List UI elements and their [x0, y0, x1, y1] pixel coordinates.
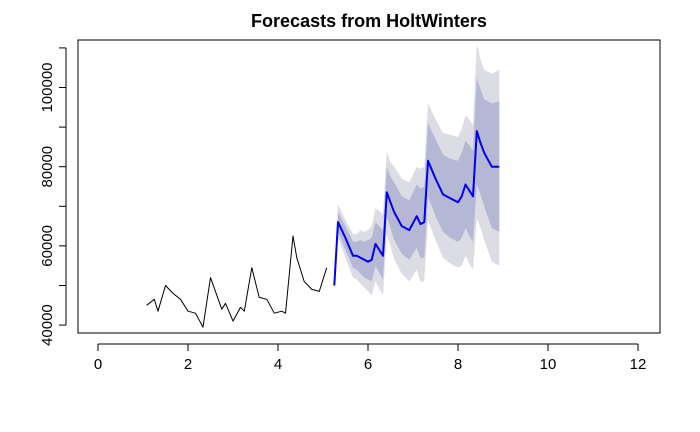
x-tick-label: 6 [364, 356, 372, 373]
y-tick-label: 100000 [39, 62, 56, 112]
observed-line [146, 235, 328, 328]
chart-title: Forecasts from HoltWinters [251, 11, 487, 31]
x-tick-label: 2 [184, 356, 192, 373]
forecast-line [333, 130, 500, 286]
plot-frame [77, 39, 661, 334]
series-lines [146, 130, 500, 328]
x-axis: 0 2 4 6 8 10 12 [94, 343, 647, 373]
y-tick-label: 80000 [39, 146, 56, 188]
x-tick-label: 8 [454, 356, 462, 373]
y-tick-label: 40000 [39, 304, 56, 346]
x-tick-label: 0 [94, 356, 102, 373]
x-tick-label: 10 [540, 356, 557, 373]
band-80 [334, 77, 500, 290]
y-tick-label: 60000 [39, 225, 56, 267]
prediction-intervals [334, 44, 500, 296]
x-tick-label: 4 [274, 356, 282, 373]
x-tick-label: 12 [630, 356, 647, 373]
y-axis: 40000 60000 80000 100000 [39, 47, 67, 346]
